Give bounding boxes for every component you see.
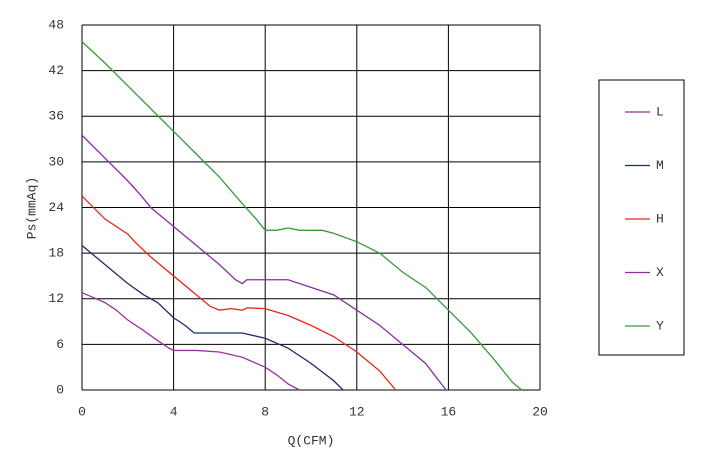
- y-tick-label: 42: [48, 63, 64, 78]
- legend-label: H: [656, 211, 664, 226]
- x-tick-label: 0: [78, 404, 86, 419]
- y-tick-label: 30: [48, 154, 64, 169]
- y-tick-label: 6: [56, 337, 64, 352]
- y-tick-label: 24: [48, 200, 64, 215]
- y-tick-label: 18: [48, 246, 64, 261]
- legend-label: Y: [656, 318, 664, 333]
- series-line: [81, 41, 523, 391]
- series-line: [81, 292, 300, 391]
- x-tick-label: 4: [170, 404, 178, 419]
- x-tick-label: 20: [532, 404, 548, 419]
- x-axis-label: Q(CFM): [288, 433, 335, 448]
- y-tick-label: 36: [48, 109, 64, 124]
- series-line: [81, 195, 397, 391]
- legend-box: [598, 79, 685, 356]
- series-line: [81, 245, 344, 391]
- legend-label: M: [656, 158, 664, 173]
- x-tick-label: 8: [261, 404, 269, 419]
- y-axis-label: Ps(mmAq): [24, 177, 39, 239]
- legend-label: L: [656, 104, 664, 119]
- series-line: [81, 134, 447, 391]
- y-tick-label: 0: [56, 382, 64, 397]
- x-tick-label: 16: [441, 404, 457, 419]
- legend-label: X: [656, 265, 664, 280]
- y-tick-label: 48: [48, 17, 64, 32]
- x-tick-label: 12: [349, 404, 365, 419]
- y-tick-label: 12: [48, 291, 64, 306]
